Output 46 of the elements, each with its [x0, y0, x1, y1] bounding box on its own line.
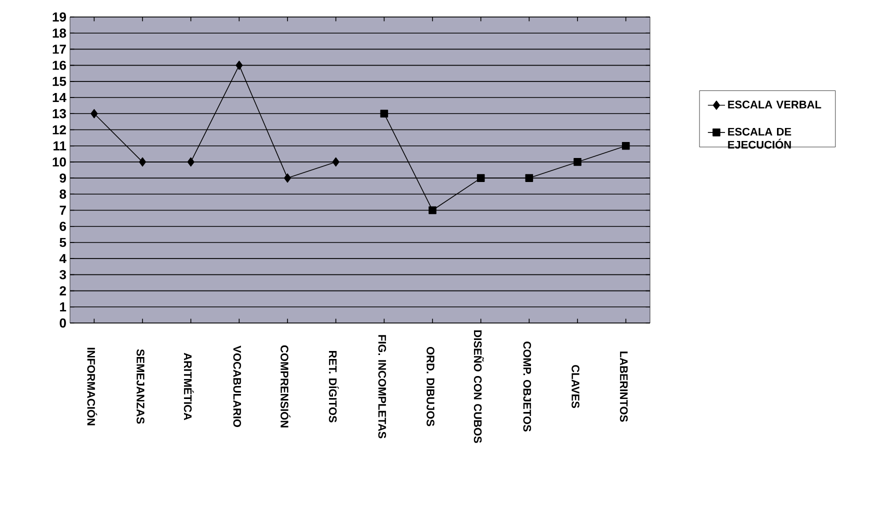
x-tick-label: ARITMÉTICA [184, 352, 194, 420]
y-tick-label: 10 [52, 157, 66, 167]
x-tick-label: COMPRENSIÓN [280, 345, 290, 428]
point [622, 142, 630, 150]
x-tick-label: COMP. OBJETOS [523, 342, 532, 432]
y-tick-label: 13 [52, 109, 66, 118]
x-tick-label: FIG. INCOMPLETAS [378, 335, 386, 438]
y-tick-label: 14 [52, 93, 66, 102]
x-tick-label: RET. DÍGITOS [328, 351, 339, 422]
y-tick-label: 16 [52, 60, 66, 70]
x-tick-label: ORD. DIBUJOS [426, 346, 434, 426]
point [428, 206, 436, 214]
y-tick-label: 18 [52, 28, 66, 38]
y-tick-label: 8 [60, 190, 66, 199]
x-tick-label: SEMEJANZAS [136, 349, 144, 424]
legend-label: ESCALA DE EJECUCIÓN [728, 128, 792, 149]
point [574, 158, 582, 166]
x-tick-label: VOCABULARIO [233, 346, 242, 428]
y-tick-label: 9 [60, 173, 66, 183]
y-tick-label: 6 [60, 222, 66, 231]
point [90, 109, 98, 118]
y-tick-label: 7 [60, 206, 66, 215]
x-tick-label: CLAVES [572, 365, 580, 408]
y-tick-label: 1 [60, 302, 66, 312]
point [476, 174, 485, 182]
legend-label: ESCALA VERBAL [728, 100, 822, 108]
point [187, 157, 194, 167]
x-tick-label: LABERINTOS [620, 352, 628, 422]
y-tick-label: 15 [52, 76, 66, 86]
point [284, 173, 292, 183]
y-tick-label: 11 [54, 141, 66, 150]
y-tick-label: 0 [60, 318, 66, 328]
y-tick-label: 2 [60, 286, 66, 296]
point [332, 157, 340, 167]
y-tick-label: 12 [52, 125, 66, 134]
y-tick-label: 19 [52, 12, 66, 22]
y-tick-label: 17 [52, 44, 66, 54]
y-tick-label: 4 [59, 254, 66, 264]
y-tick-label: 3 [60, 270, 66, 280]
y-tick-label: 5 [60, 238, 66, 248]
x-tick-label: INFORMACIÓN [87, 348, 98, 426]
x-tick-label: DISEÑO CON CUBOS [474, 330, 484, 443]
point [380, 110, 388, 118]
point [138, 157, 146, 167]
point [236, 60, 243, 70]
point [525, 174, 534, 182]
